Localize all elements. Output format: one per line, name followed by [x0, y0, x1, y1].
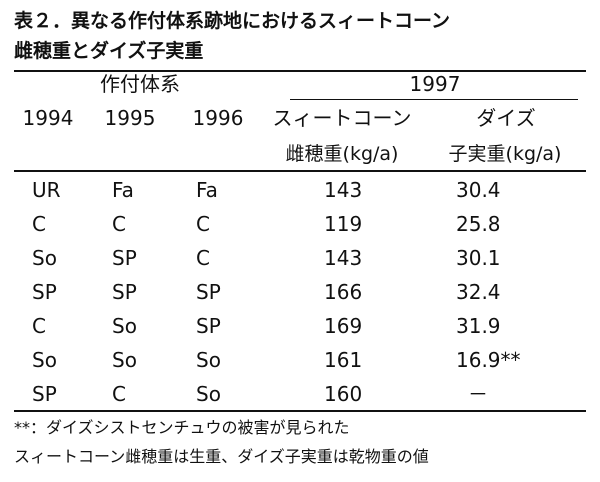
- bottom-rule: [14, 410, 586, 412]
- cell-1994: UR: [32, 178, 61, 202]
- cell-sweetcorn: 143: [324, 178, 363, 202]
- cell-1996: Fa: [196, 178, 218, 202]
- cell-soybean: 16.9**: [456, 348, 521, 372]
- header-year-1995: 1995: [104, 106, 156, 130]
- cell-1996: C: [196, 212, 210, 236]
- cell-1995: SP: [112, 280, 137, 304]
- cell-1996: SP: [196, 280, 221, 304]
- cell-1995: C: [112, 382, 126, 406]
- cell-soybean: 30.1: [456, 246, 501, 270]
- footnote-weights: スィートコーン雌穂重は生重、ダイズ子実重は乾物重の値: [14, 447, 429, 466]
- cell-1996: So: [196, 382, 221, 406]
- header-year-1997: 1997: [409, 72, 461, 96]
- cell-1994: SP: [32, 382, 57, 406]
- top-rule: [14, 70, 586, 72]
- header-soybean: ダイズ: [476, 106, 536, 130]
- cell-1996: C: [196, 246, 210, 270]
- cell-1995: So: [112, 348, 137, 372]
- cell-1994: So: [32, 246, 57, 270]
- header-year-1996: 1996: [192, 106, 244, 130]
- year-1997-underline: [290, 99, 578, 100]
- cell-soybean: －: [468, 382, 488, 406]
- footnote-nematode: **：ダイズシストセンチュウの被害が見られた: [14, 418, 350, 437]
- cell-soybean: 32.4: [456, 280, 501, 304]
- cell-sweetcorn: 119: [324, 212, 363, 236]
- header-sweetcorn-unit: 雌穂重(kg/a): [285, 143, 399, 165]
- cell-sweetcorn: 161: [324, 348, 363, 372]
- cell-sweetcorn: 166: [324, 280, 363, 304]
- header-soybean-unit: 子実重(kg/a): [448, 143, 562, 165]
- cell-1995: SP: [112, 246, 137, 270]
- header-sweetcorn: スィートコーン: [272, 106, 412, 130]
- cell-1994: SP: [32, 280, 57, 304]
- header-year-1994: 1994: [22, 106, 74, 130]
- cell-1995: C: [112, 212, 126, 236]
- caption-line-1: 表２．異なる作付体系跡地におけるスィートコーン: [14, 10, 451, 32]
- caption-line-2: 雌穂重とダイズ子実重: [14, 40, 204, 62]
- header-rule: [14, 170, 586, 172]
- cell-1996: SP: [196, 314, 221, 338]
- cell-sweetcorn: 143: [324, 246, 363, 270]
- cell-1994: C: [32, 212, 46, 236]
- cell-soybean: 31.9: [456, 314, 501, 338]
- cell-1995: So: [112, 314, 137, 338]
- cell-1996: So: [196, 348, 221, 372]
- header-cropping-system: 作付体系: [100, 72, 180, 96]
- cell-1995: Fa: [112, 178, 134, 202]
- cell-sweetcorn: 169: [324, 314, 363, 338]
- cell-soybean: 25.8: [456, 212, 501, 236]
- table-caption: 表２．異なる作付体系跡地におけるスィートコーン 雌穂重とダイズ子実重: [14, 6, 450, 66]
- cell-1994: C: [32, 314, 46, 338]
- cell-sweetcorn: 160: [324, 382, 363, 406]
- cell-soybean: 30.4: [456, 178, 501, 202]
- cell-1994: So: [32, 348, 57, 372]
